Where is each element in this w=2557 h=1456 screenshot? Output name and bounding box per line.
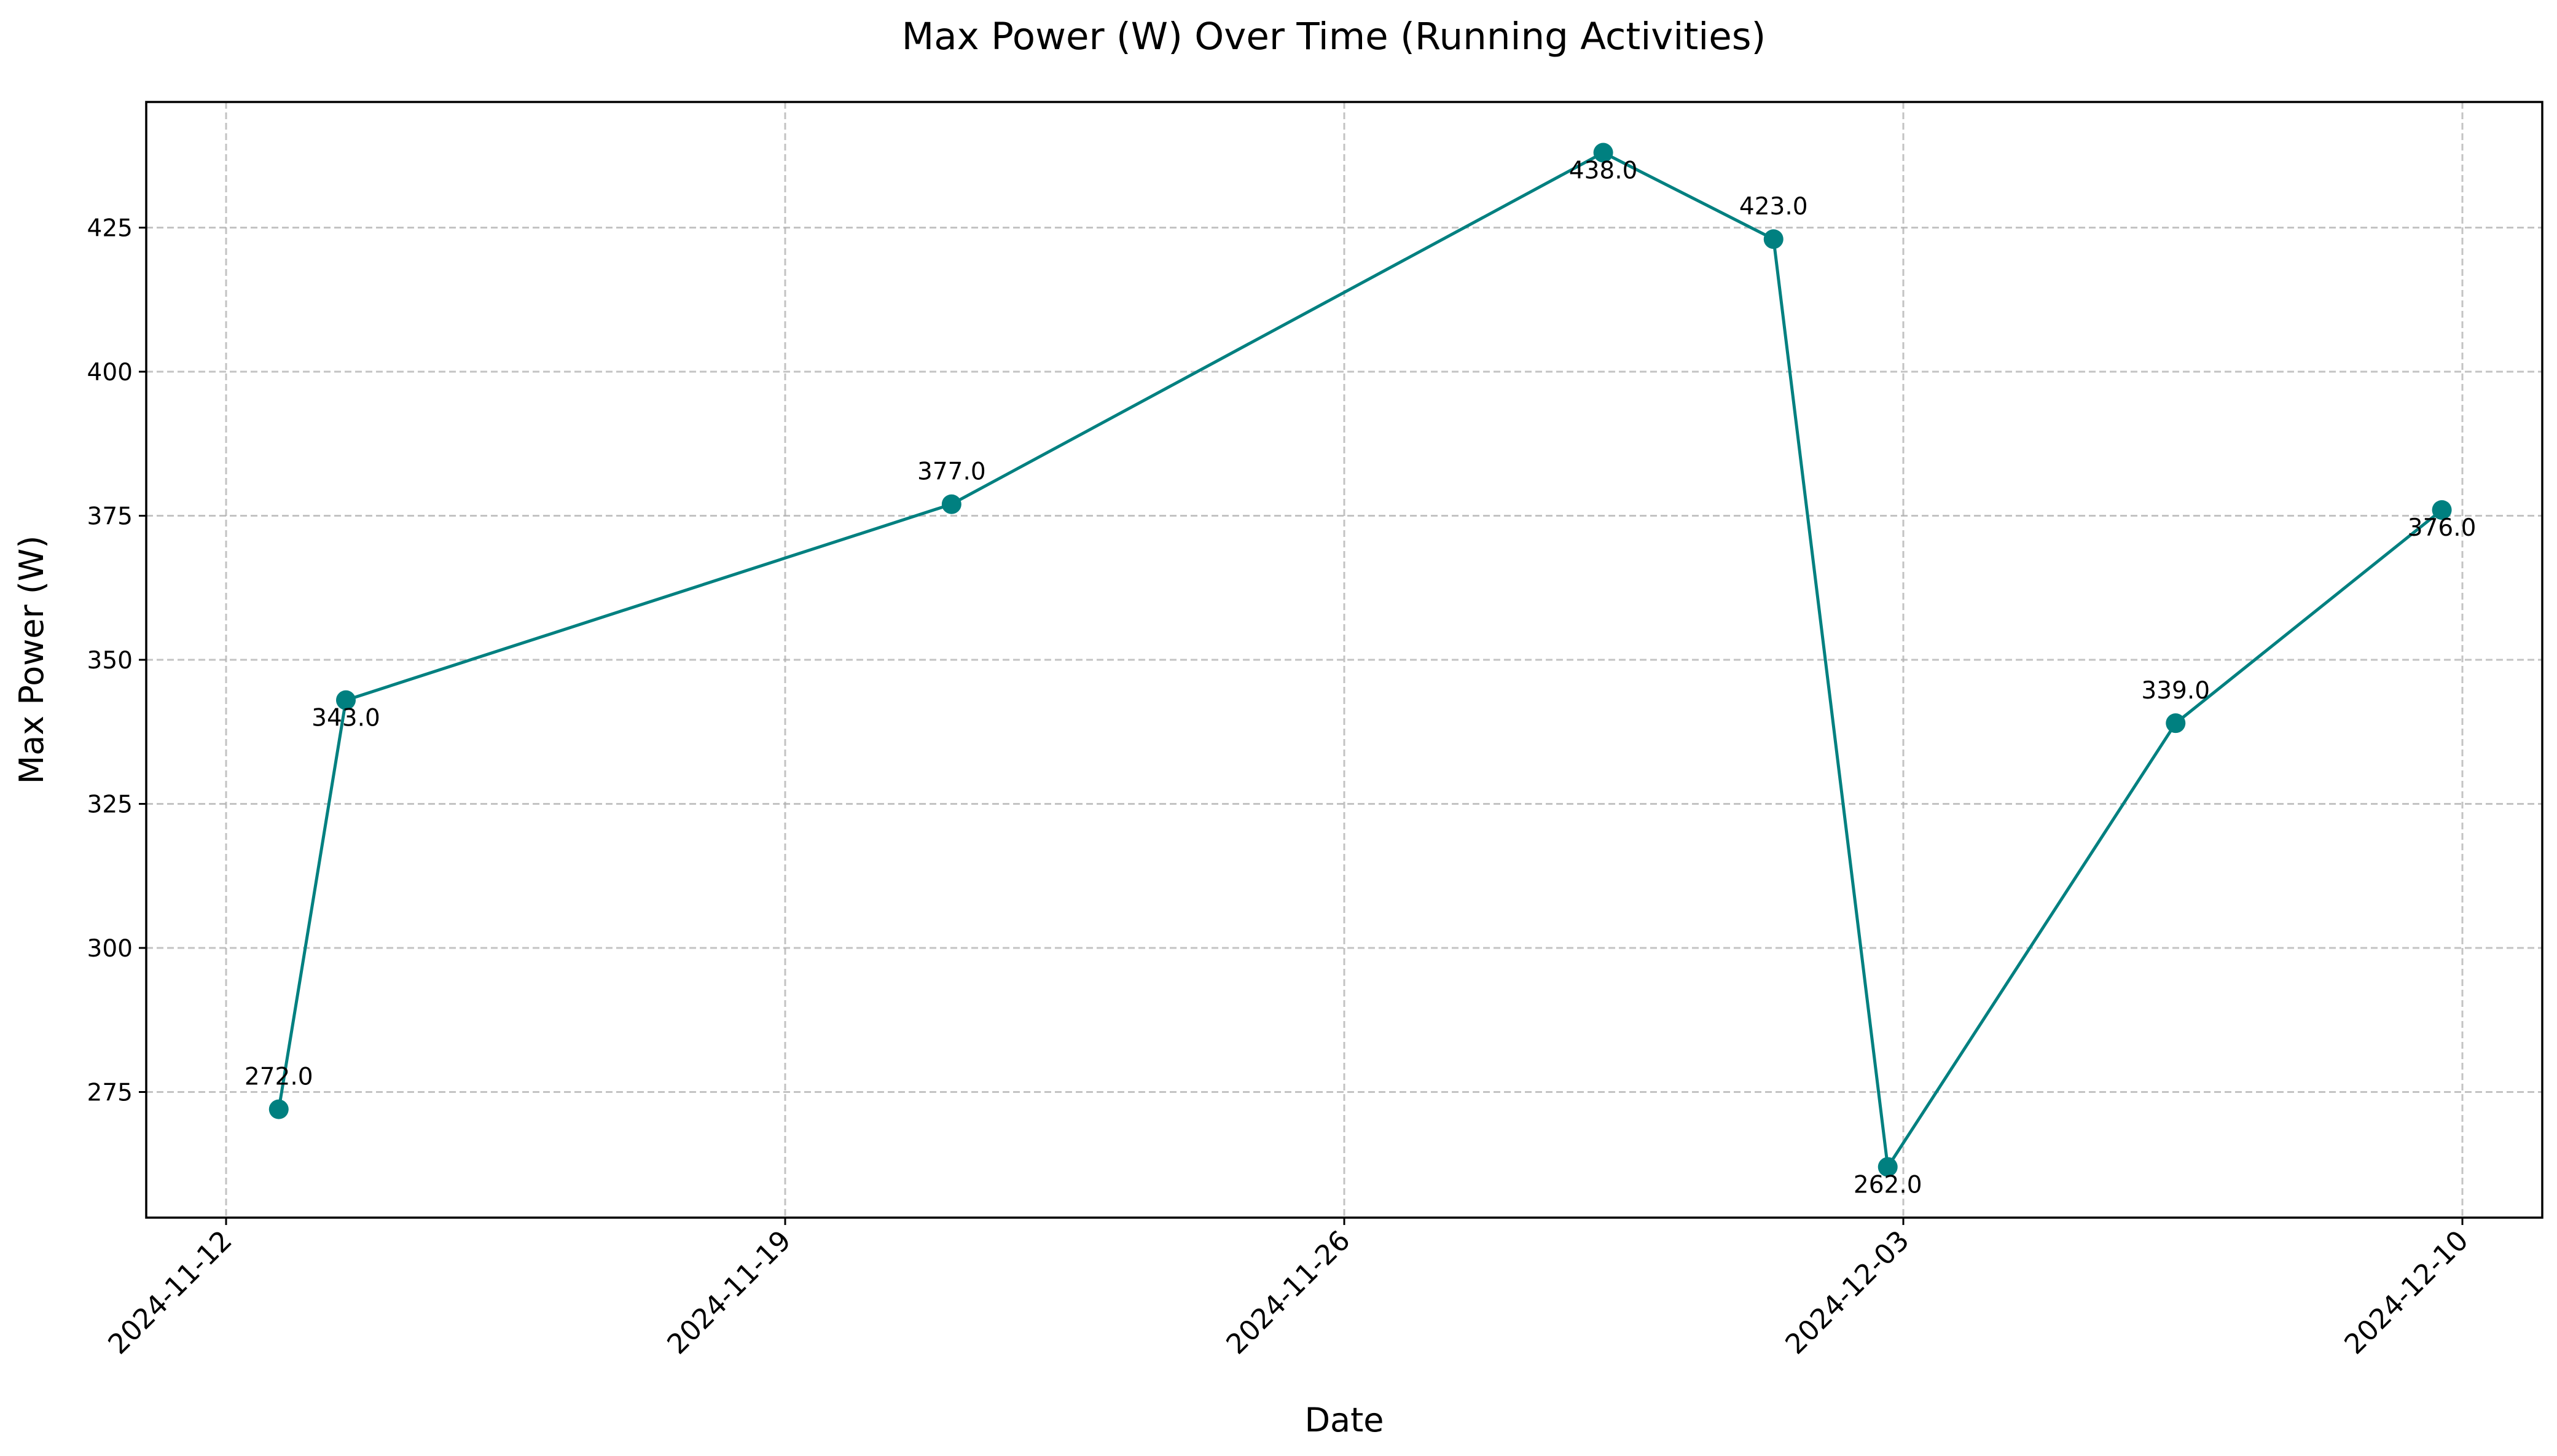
- y-tick-label: 350: [87, 647, 133, 675]
- data-point: [1763, 229, 1784, 249]
- y-axis-label: Max Power (W): [12, 536, 51, 785]
- data-label: 272.0: [245, 1063, 313, 1091]
- y-tick-label: 325: [87, 791, 133, 819]
- data-point: [2432, 500, 2452, 520]
- data-label: 376.0: [2408, 514, 2477, 542]
- x-axis-label: Date: [1304, 1401, 1384, 1439]
- y-tick-label: 400: [87, 359, 133, 386]
- data-series: [268, 143, 2452, 1177]
- data-point: [1878, 1157, 1898, 1177]
- data-label: 262.0: [1854, 1171, 1922, 1199]
- y-tick-label: 425: [87, 214, 133, 242]
- chart-title: Max Power (W) Over Time (Running Activit…: [902, 15, 1766, 58]
- data-label: 339.0: [2141, 677, 2210, 705]
- data-labels: 272.0 343.0 377.0 438.0 423.0 262.0 339.0 376.0: [245, 157, 2476, 1199]
- data-point: [336, 690, 356, 710]
- plot-frame: [145, 101, 2543, 1219]
- data-label: 377.0: [917, 458, 986, 486]
- y-tick-label: 275: [87, 1079, 133, 1107]
- data-point: [268, 1099, 289, 1119]
- grid-lines: [146, 102, 2542, 1218]
- y-tick-label: 300: [87, 935, 133, 963]
- data-point: [941, 494, 961, 514]
- y-tick-label: 375: [87, 503, 133, 530]
- data-label: 343.0: [311, 705, 380, 732]
- data-label: 423.0: [1739, 193, 1808, 221]
- data-point: [2166, 713, 2186, 734]
- data-label: 438.0: [1569, 157, 1638, 185]
- series-line: [277, 151, 2443, 1168]
- data-point: [1593, 143, 1613, 163]
